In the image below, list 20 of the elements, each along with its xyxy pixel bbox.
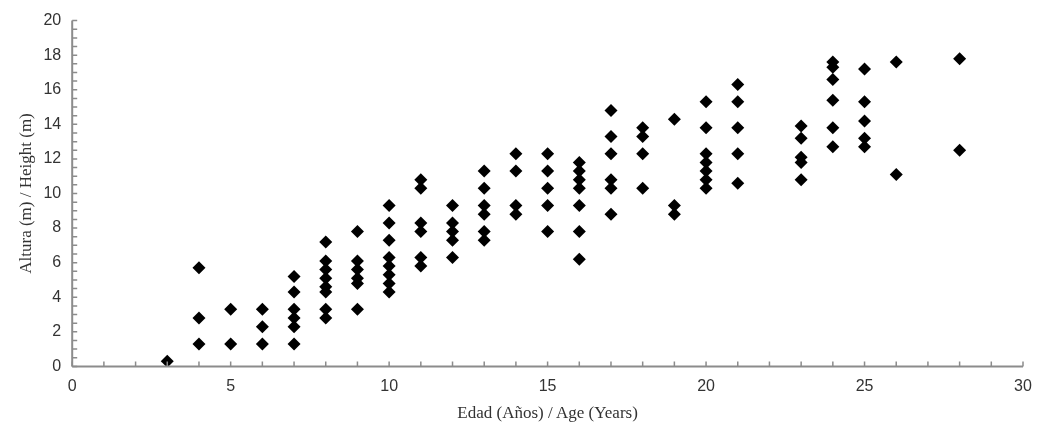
y-tick-label: 0 <box>52 356 62 374</box>
y-tick-label: 6 <box>52 253 62 271</box>
x-tick-label: 15 <box>538 377 557 395</box>
x-tick-label: 25 <box>855 377 874 395</box>
y-tick-label: 18 <box>43 45 62 63</box>
x-tick-label: 10 <box>380 377 399 395</box>
x-tick-label: 30 <box>1014 377 1032 395</box>
x-axis-title: Edad (Años) / Age (Years) <box>457 403 638 423</box>
y-tick-label: 4 <box>52 287 62 305</box>
x-tick-label: 0 <box>67 377 77 395</box>
y-tick-label: 8 <box>52 218 62 236</box>
y-axis-title: Altura (m) / Height (m) <box>15 113 35 274</box>
x-tick-label: 5 <box>226 377 236 395</box>
y-tick-label: 14 <box>43 114 62 132</box>
x-tick-label: 20 <box>697 377 716 395</box>
y-tick-label: 12 <box>43 149 62 167</box>
y-tick-label: 2 <box>52 322 62 340</box>
y-tick-label: 16 <box>43 80 62 98</box>
y-tick-label: 10 <box>43 183 62 201</box>
y-tick-label: 20 <box>43 11 62 29</box>
